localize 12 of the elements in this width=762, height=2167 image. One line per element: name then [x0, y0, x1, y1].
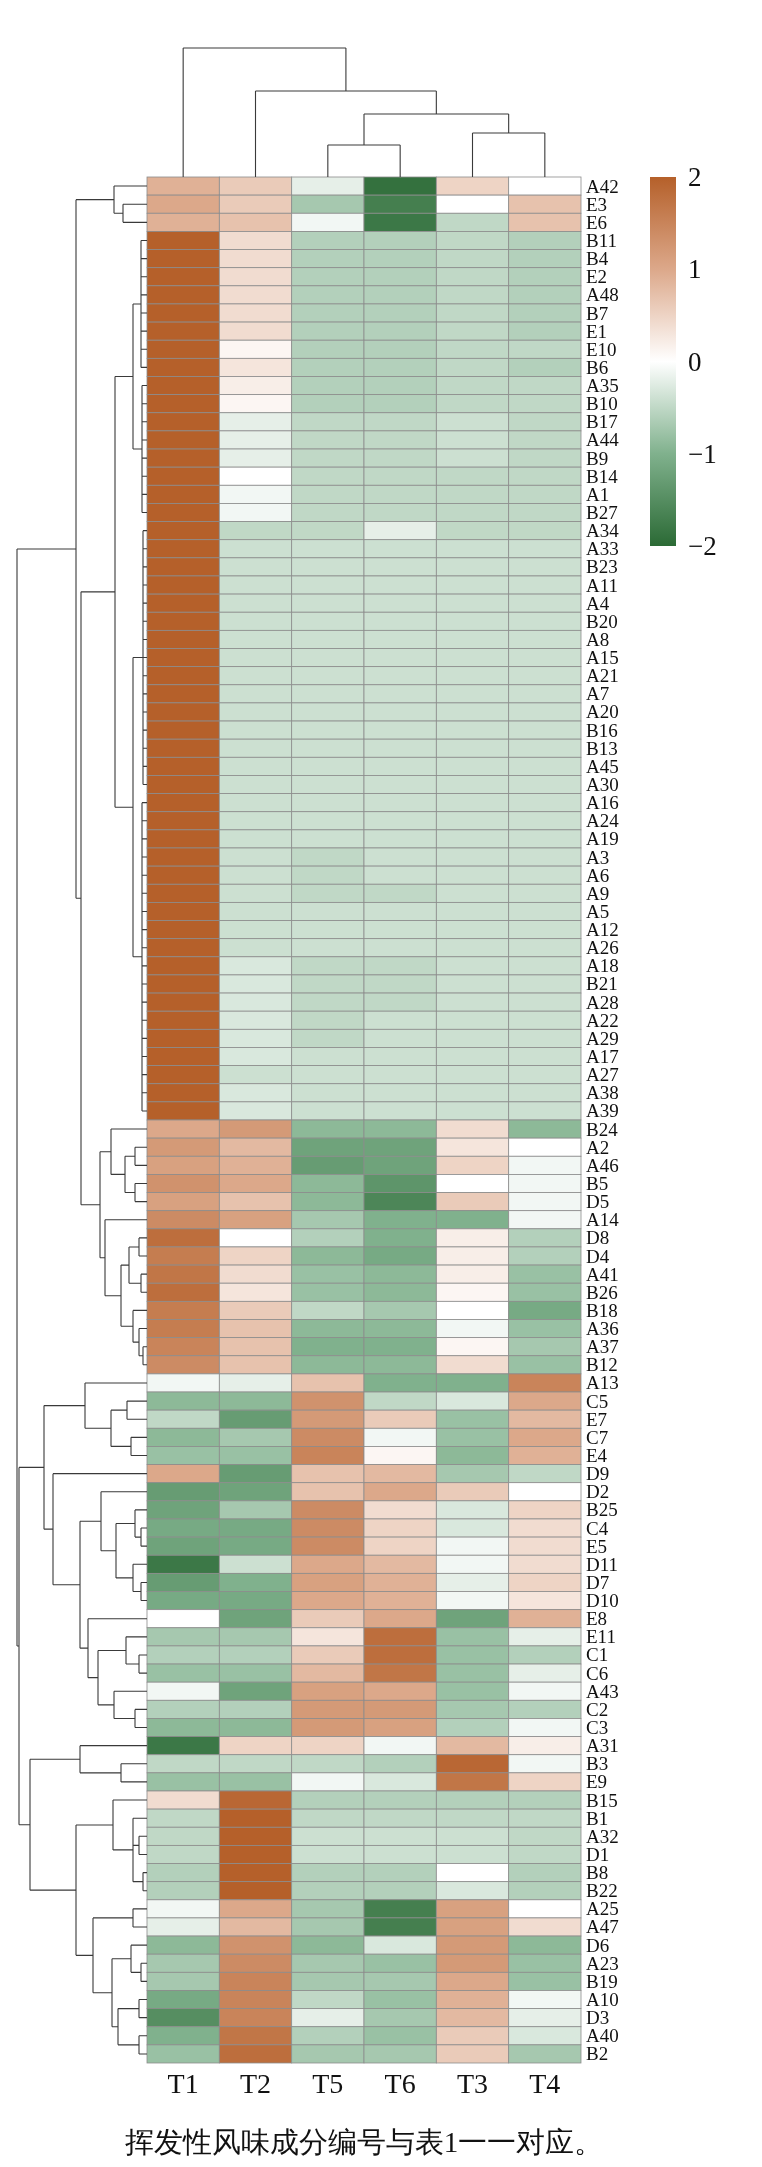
x-tick-label: T2	[239, 2067, 272, 2099]
color-bar-label: −1	[688, 438, 717, 469]
color-bar-label: 2	[688, 162, 702, 192]
text: 挥发性风味成分编号与表1一一对应。	[124, 2126, 604, 2158]
x-tick-label: T4	[529, 2067, 561, 2099]
x-tick-label: T1	[167, 2067, 199, 2099]
color-bar-label: 1	[688, 254, 702, 285]
color-bar-label: 0	[688, 346, 702, 377]
x-tick-label: T5	[312, 2067, 344, 2099]
x-tick-label: T3	[456, 2067, 489, 2099]
x-tick-label: T6	[384, 2067, 416, 2099]
color-bar-label: −2	[688, 531, 717, 561]
